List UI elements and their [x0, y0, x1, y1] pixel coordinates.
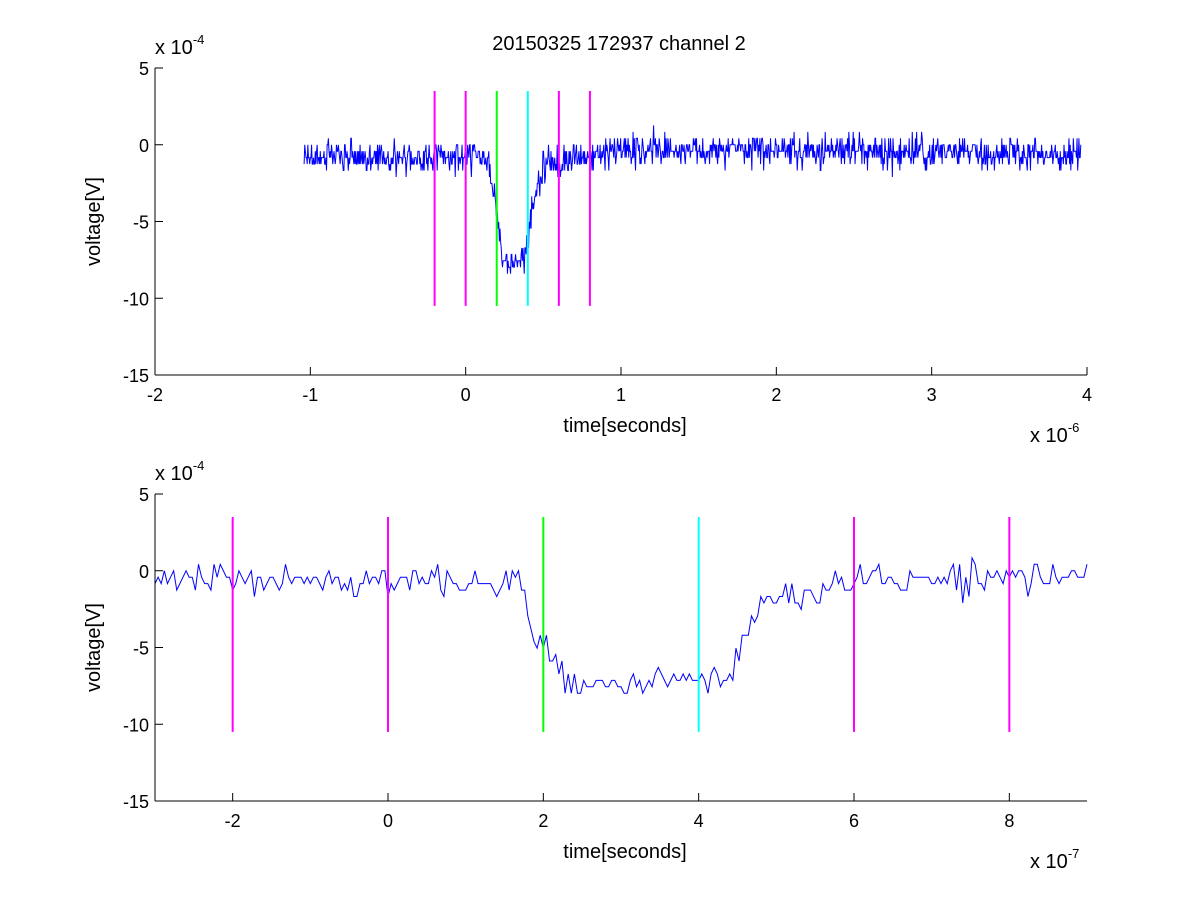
- y-exponent-label: x 10-4: [155, 458, 204, 485]
- y-tick-label: -15: [123, 366, 149, 386]
- signal-trace: [303, 125, 1082, 274]
- x-tick-label: 1: [616, 385, 626, 405]
- x-tick-label: 8: [1004, 811, 1014, 831]
- x-tick-label: 2: [538, 811, 548, 831]
- x-axis-label: time[seconds]: [563, 841, 686, 863]
- y-tick-label: 0: [139, 136, 149, 156]
- x-tick-label: -2: [147, 385, 163, 405]
- y-axis-label: voltage[V]: [83, 603, 105, 692]
- y-exponent-label: x 10-4: [155, 32, 204, 59]
- x-axis-label: time[seconds]: [563, 415, 686, 437]
- y-tick-label: -15: [123, 792, 149, 812]
- top-plot: -2 -1 0 1 2 3 4-15-10-505time[seconds]voltage[…: [83, 32, 1092, 447]
- x-tick-label: -1: [302, 385, 318, 405]
- y-tick-label: -10: [123, 715, 149, 735]
- y-tick-label: -10: [123, 289, 149, 309]
- y-tick-label: -5: [133, 639, 149, 659]
- y-tick-label: 0: [139, 562, 149, 582]
- figure-title: 20150325 172937 channel 2: [492, 33, 746, 55]
- y-axis-label: voltage[V]: [83, 177, 105, 266]
- x-exponent-label: x 10-7: [1030, 846, 1079, 873]
- x-exponent-label: x 10-6: [1030, 420, 1079, 447]
- x-tick-label: 2: [771, 385, 781, 405]
- y-tick-label: 5: [139, 59, 149, 79]
- y-tick-label: -5: [133, 213, 149, 233]
- x-tick-label: 4: [1082, 385, 1092, 405]
- signal-trace: [154, 555, 1088, 695]
- x-tick-label: 0: [383, 811, 393, 831]
- x-tick-label: 0: [461, 385, 471, 405]
- y-tick-label: 5: [139, 485, 149, 505]
- x-tick-label: 3: [927, 385, 937, 405]
- x-tick-label: 4: [694, 811, 704, 831]
- bottom-plot: -2 0 2 4 6 8 -15 -10 -5 0 5 time[seconds] voltage[V]…: [83, 458, 1088, 873]
- x-tick-label: 6: [849, 811, 859, 831]
- x-tick-label: -2: [225, 811, 241, 831]
